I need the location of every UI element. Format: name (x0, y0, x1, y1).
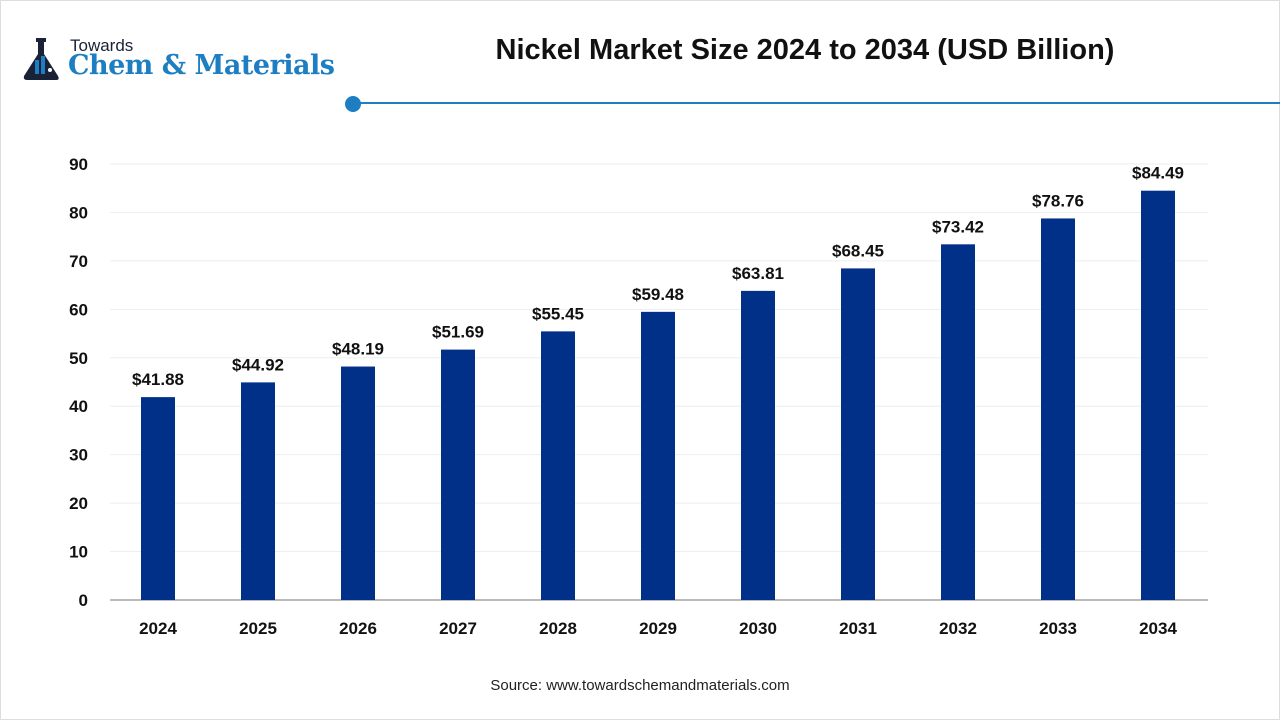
bar-2032 (941, 244, 975, 600)
logo-towards: Towards (70, 36, 134, 55)
x-tick-label: 2025 (239, 619, 277, 638)
y-tick-label: 10 (69, 543, 88, 562)
x-tick-label: 2033 (1039, 619, 1077, 638)
data-label: $73.42 (932, 217, 984, 236)
y-tick-label: 40 (69, 397, 88, 416)
y-tick-label: 80 (69, 203, 88, 222)
bar-2026 (341, 366, 375, 600)
source-text: Source: www.towardschemandmaterials.com (490, 677, 790, 694)
data-label: $55.45 (532, 304, 584, 323)
y-tick-label: 30 (69, 446, 88, 465)
y-tick-label: 60 (69, 300, 88, 319)
x-tick-label: 2024 (139, 619, 177, 638)
bar-2029 (641, 311, 675, 600)
y-tick-label: 0 (79, 591, 88, 610)
flask-icon (23, 38, 59, 80)
x-tick-label: 2032 (939, 619, 977, 638)
bar-2028 (541, 331, 575, 600)
data-label: $59.48 (632, 285, 684, 304)
y-tick-label: 50 (69, 349, 88, 368)
data-label: $44.92 (232, 355, 284, 374)
x-tick-label: 2030 (739, 619, 777, 638)
x-tick-label: 2034 (1139, 619, 1177, 638)
bar-2025 (241, 382, 275, 600)
x-tick-label: 2026 (339, 619, 377, 638)
bar-2030 (741, 290, 775, 600)
chart-title: Nickel Market Size 2024 to 2034 (USD Bil… (495, 34, 1115, 66)
data-label: $51.69 (432, 323, 484, 342)
logo-chem-materials: Chem & Materials (68, 50, 335, 81)
data-label: $78.76 (1032, 191, 1084, 210)
data-label: $41.88 (132, 370, 184, 389)
bar-2031 (841, 268, 875, 600)
data-label: $48.19 (332, 340, 384, 359)
bar-2027 (441, 349, 475, 600)
bar-2033 (1041, 218, 1075, 601)
data-label: $68.45 (832, 241, 884, 260)
y-tick-label: 70 (69, 252, 88, 271)
bar-2024 (141, 397, 175, 600)
bar-2034 (1141, 190, 1175, 601)
y-tick-label: 90 (69, 155, 88, 174)
x-tick-label: 2031 (839, 619, 877, 638)
x-tick-label: 2028 (539, 619, 577, 638)
x-tick-label: 2027 (439, 619, 477, 638)
data-label: $84.49 (1132, 164, 1184, 183)
y-tick-label: 20 (69, 494, 88, 513)
x-tick-label: 2029 (639, 619, 677, 638)
data-label: $63.81 (732, 264, 784, 283)
